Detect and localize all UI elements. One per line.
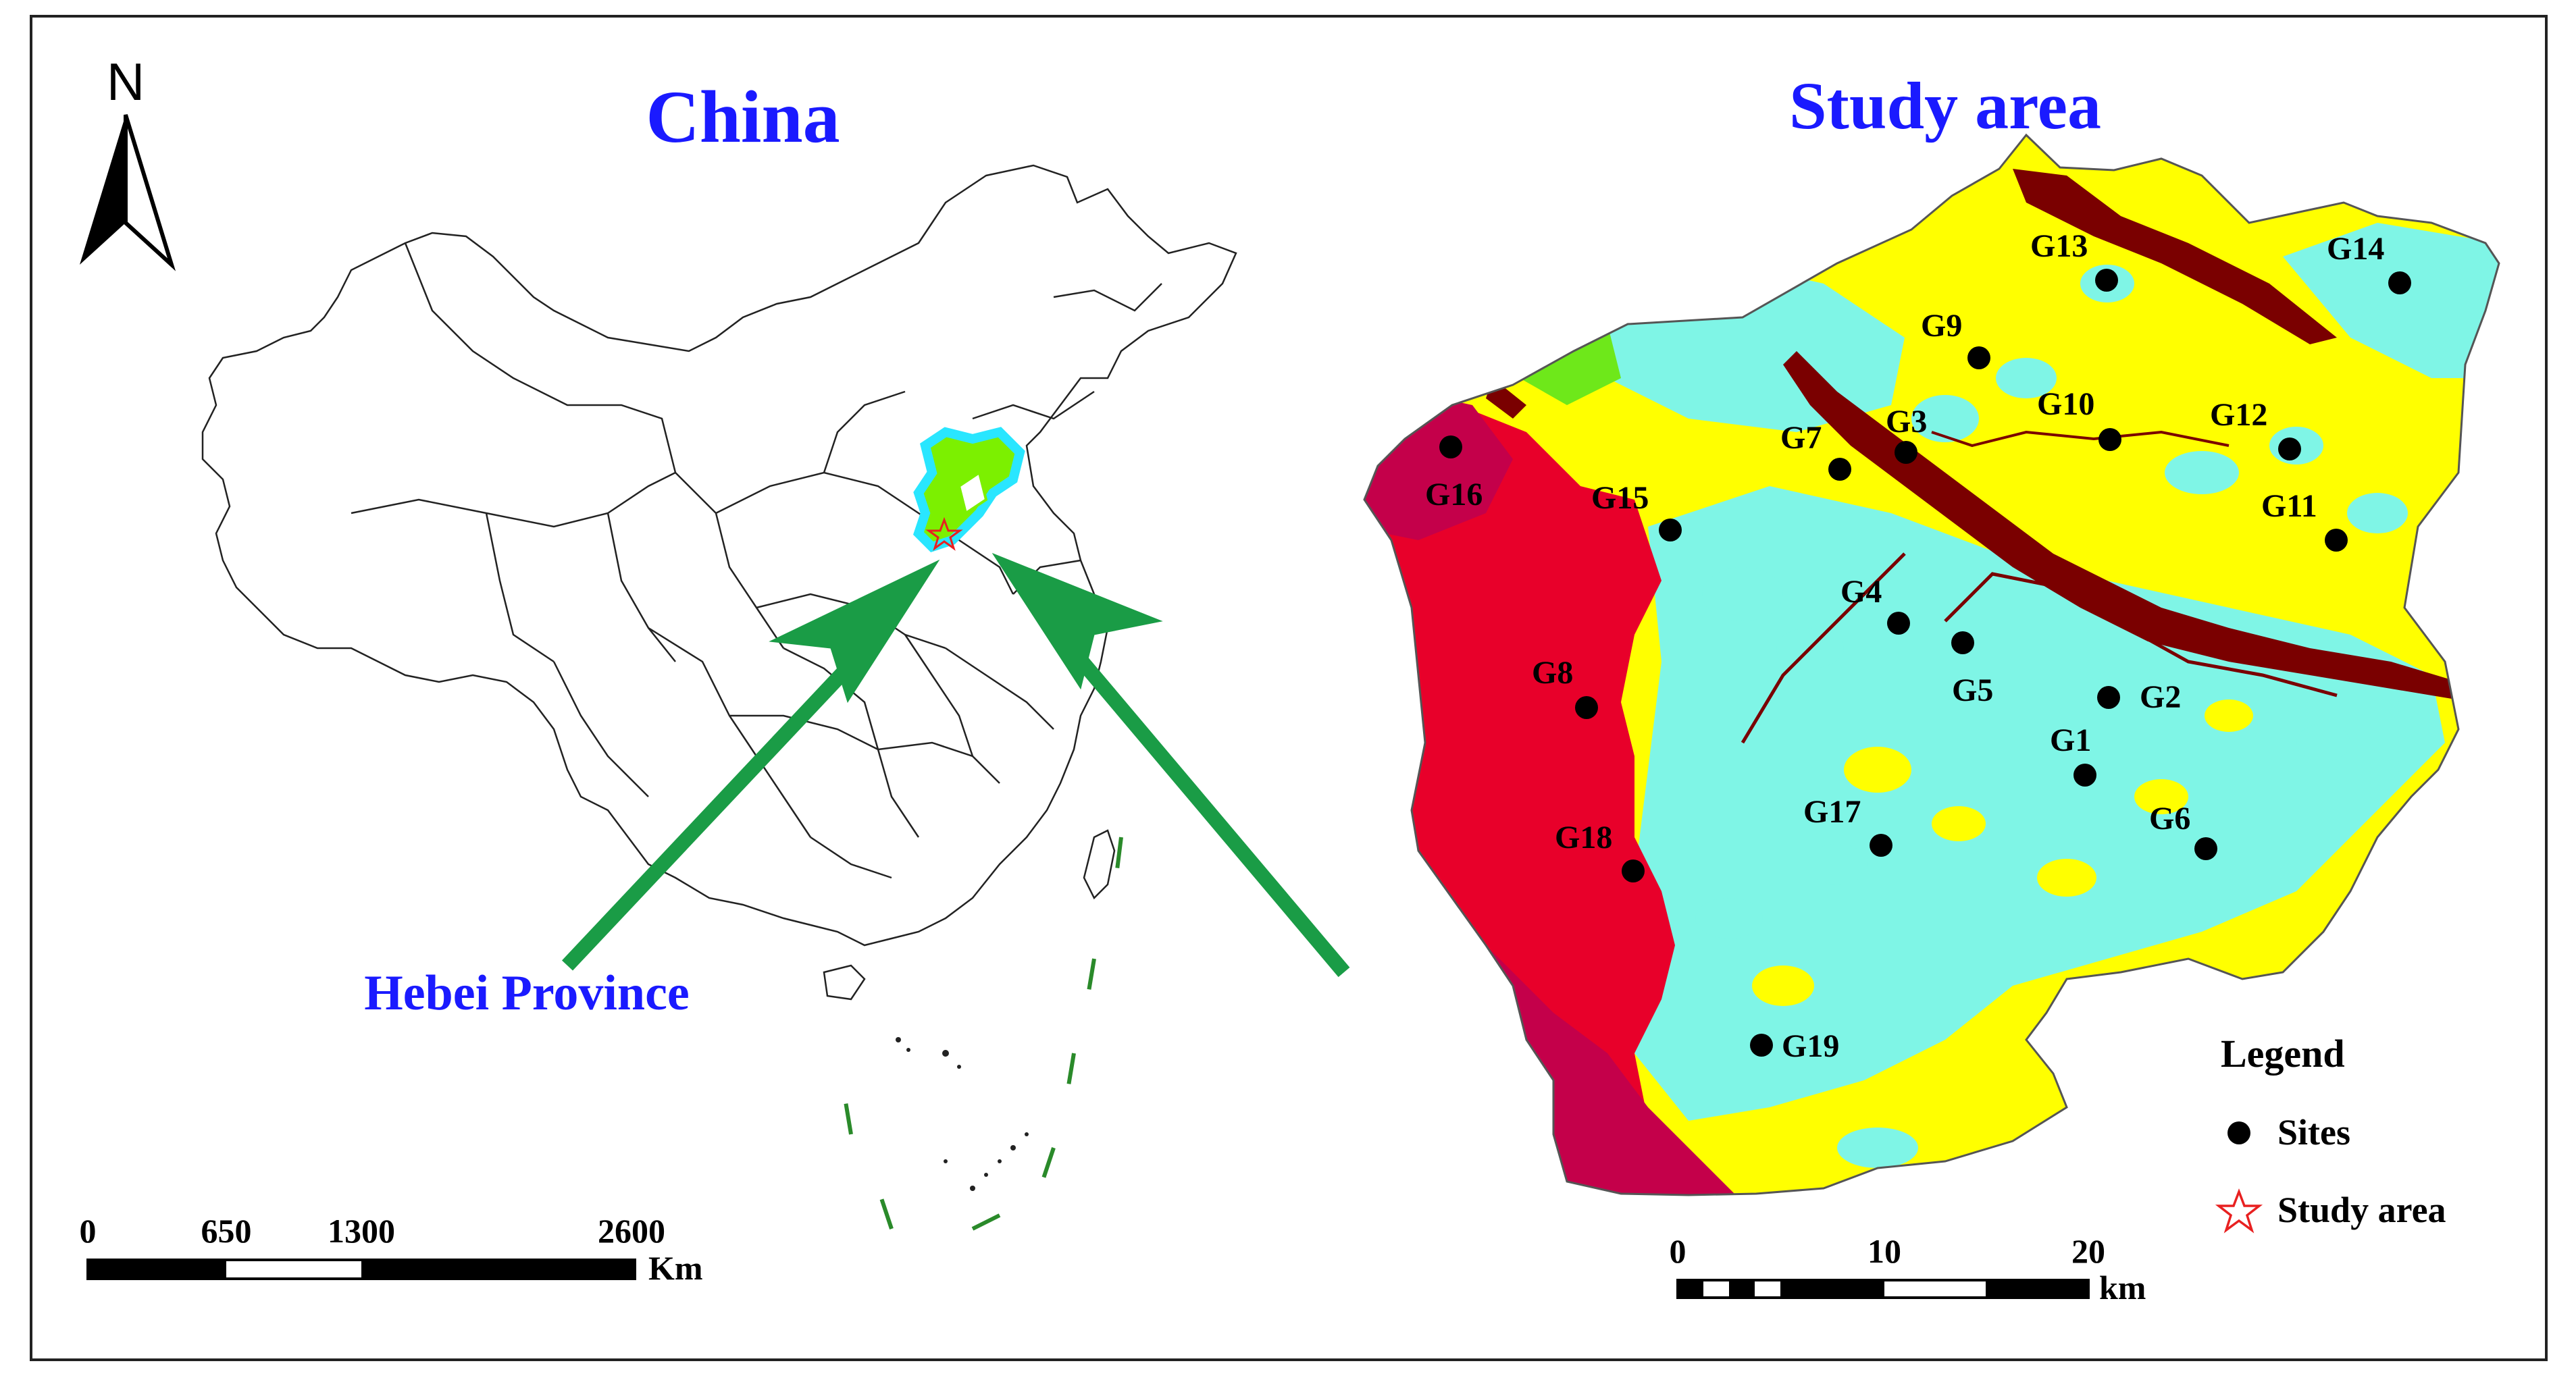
- china-scale-tick-2: 1300: [328, 1212, 395, 1250]
- china-title: China: [646, 76, 840, 158]
- south-china-sea-inset: [842, 837, 1123, 1231]
- north-arrow-left-icon: [80, 115, 126, 265]
- site-G15[interactable]: G15: [1591, 480, 1682, 541]
- hainan-island: [823, 964, 866, 1001]
- river-tributary: [1944, 572, 2338, 697]
- north-label: N: [107, 52, 145, 111]
- site-label-G1: G1: [2050, 722, 2091, 758]
- hebei-province-label: Hebei Province: [364, 965, 690, 1021]
- stream-line: [1741, 552, 1906, 744]
- study-scale-unit: km: [2099, 1269, 2146, 1306]
- china-scale-unit: Km: [648, 1249, 703, 1287]
- site-label-G2: G2: [2140, 679, 2181, 715]
- study-area-title: Study area: [1789, 68, 2101, 143]
- site-label-G18: G18: [1555, 820, 1612, 855]
- site-G16[interactable]: G16: [1425, 435, 1483, 512]
- arrow-to-hebei-head-icon: [769, 559, 940, 704]
- site-label-G14: G14: [2327, 231, 2384, 267]
- land-cyan-northeast: [2283, 223, 2499, 378]
- site-G11[interactable]: G11: [2261, 488, 2348, 552]
- site-label-G17: G17: [1803, 794, 1861, 830]
- site-G13[interactable]: G13: [2030, 228, 2118, 292]
- china-map: [201, 164, 1237, 1001]
- study-scale-tick-1: 10: [1867, 1232, 1901, 1270]
- arrow-to-study-shaft: [1048, 623, 1350, 978]
- land-cyan-patches: [1695, 265, 2408, 1168]
- china-scale-tick-1: 650: [201, 1212, 252, 1250]
- site-label-G12: G12: [2210, 397, 2267, 433]
- site-G2[interactable]: G2: [2097, 679, 2181, 715]
- site-label-G8: G8: [1532, 655, 1573, 691]
- taiwan-island: [1083, 829, 1116, 900]
- site-G6[interactable]: G6: [2149, 801, 2217, 860]
- site-G1[interactable]: G1: [2050, 722, 2096, 787]
- canal-line: [1931, 430, 2230, 448]
- china-scale-tick-0: 0: [80, 1212, 97, 1250]
- legend-item-sites: Sites: [2277, 1112, 2350, 1153]
- site-G17[interactable]: G17: [1803, 794, 1892, 857]
- arrow-to-hebei-shaft: [561, 616, 898, 971]
- site-label-G5: G5: [1952, 672, 1993, 708]
- map-frame: [30, 15, 2548, 1361]
- land-yellow-patches: [1752, 699, 2253, 1006]
- study-scale-tick-2: 20: [2071, 1232, 2105, 1270]
- river-channel: [1783, 351, 2472, 702]
- china-outline: [201, 164, 1237, 947]
- site-label-G15: G15: [1591, 480, 1649, 516]
- site-G10[interactable]: G10: [2037, 386, 2121, 451]
- site-G5[interactable]: G5: [1951, 631, 1993, 708]
- land-green-patch: [1520, 324, 1621, 405]
- site-markers: G1 G2 G3 G4 G5 G6 G7 G8 G9 G10 G11 G12 G…: [1425, 228, 2411, 1064]
- site-label-G19: G19: [1782, 1028, 1839, 1064]
- legend-title: Legend: [2221, 1032, 2345, 1076]
- hebei-province-shape: [912, 427, 1025, 553]
- site-G19[interactable]: G19: [1750, 1028, 1839, 1064]
- site-label-G4: G4: [1840, 574, 1882, 610]
- legend-item-study-area: Study area: [2277, 1190, 2446, 1230]
- callout-arrows: [561, 552, 1350, 978]
- site-label-G6: G6: [2149, 801, 2190, 837]
- site-label-G11: G11: [2261, 488, 2317, 524]
- site-label-G3: G3: [1886, 404, 1927, 440]
- north-arrow: N: [80, 52, 176, 271]
- site-G14[interactable]: G14: [2327, 231, 2411, 294]
- arrow-to-study-head-icon: [991, 552, 1163, 690]
- legend-star-icon: [2215, 1188, 2263, 1234]
- china-scale-tick-3: 2600: [598, 1212, 665, 1250]
- china-scale-bar: 0 650 1300 2600 Km: [80, 1212, 703, 1287]
- north-arrow-right-icon: [124, 114, 176, 271]
- site-G12[interactable]: G12: [2210, 397, 2301, 460]
- site-G4[interactable]: G4: [1840, 574, 1910, 635]
- study-scale-tick-0: 0: [1670, 1232, 1686, 1270]
- legend-sites-dot-icon: [2227, 1121, 2250, 1144]
- site-label-G9: G9: [1921, 308, 1962, 344]
- study-scale-bar: 0 10 20 km: [1670, 1232, 2146, 1306]
- site-G3[interactable]: G3: [1886, 404, 1927, 464]
- legend: Legend Sites Study area: [2215, 1032, 2446, 1234]
- study-area-star-icon: [925, 517, 963, 551]
- site-label-G7: G7: [1780, 420, 1822, 456]
- site-label-G13: G13: [2030, 228, 2088, 264]
- site-G7[interactable]: G7: [1780, 420, 1851, 481]
- river-north-channel: [2013, 169, 2337, 344]
- site-label-G10: G10: [2037, 386, 2094, 422]
- site-G8[interactable]: G8: [1532, 655, 1598, 719]
- site-label-G16: G16: [1425, 477, 1483, 512]
- site-G9[interactable]: G9: [1921, 308, 1990, 369]
- site-G18[interactable]: G18: [1555, 820, 1645, 882]
